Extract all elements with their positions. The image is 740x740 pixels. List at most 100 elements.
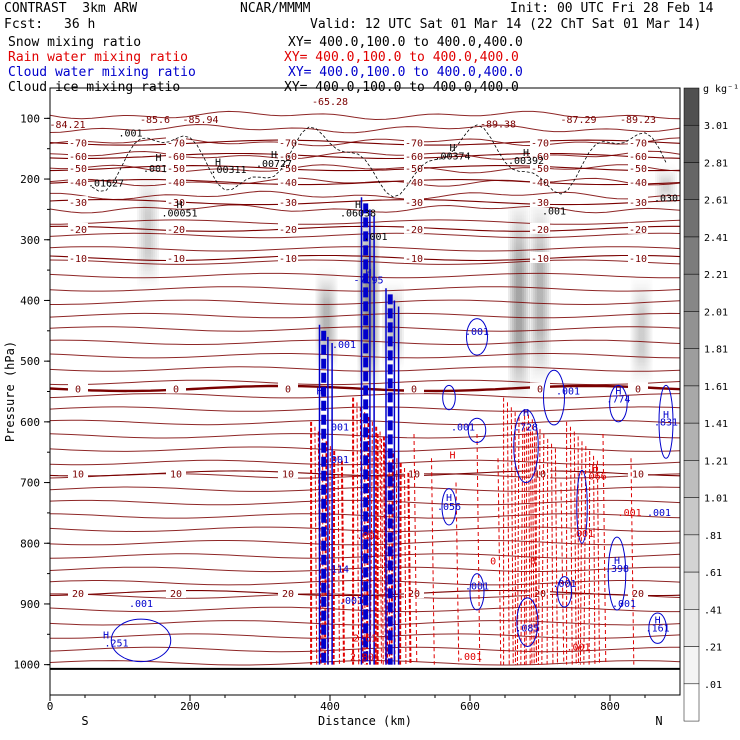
contour-label: -20 — [629, 225, 647, 236]
value-label: .001 — [339, 596, 363, 607]
contour-label: 10 — [72, 469, 84, 480]
colorbar-swatch — [683, 273, 700, 312]
isotherm-labeled — [49, 179, 681, 186]
colorbar-label: 1.61 — [704, 382, 728, 393]
contour-label-bg — [530, 251, 550, 263]
value-label: .00392 — [508, 156, 544, 167]
high-marker: H — [655, 615, 661, 626]
contour-label: -30 — [69, 198, 87, 209]
x-tick-label: 600 — [460, 700, 480, 713]
cloud-water-cell — [648, 612, 667, 644]
value-label: .001 — [325, 455, 349, 466]
x-tick-label: 0 — [47, 700, 54, 713]
x-tick-label: 200 — [180, 700, 200, 713]
rain-contour — [404, 467, 407, 665]
colorbar-swatch — [683, 236, 700, 275]
high-marker: H — [449, 450, 455, 461]
rain-contour — [546, 438, 549, 665]
temperature-contour-layer: -70 -70 -70 -70 -70 -70-60 -60 -60 -60 -60 -60-50-… — [49, 110, 681, 670]
rain-contour — [506, 402, 510, 665]
contour-label-bg — [278, 196, 298, 208]
contour-label-bg — [278, 222, 298, 234]
contour-label-bg — [278, 149, 298, 161]
value-label: .001 — [143, 164, 167, 175]
value-label: .001 — [451, 422, 475, 433]
contour-label-bg — [68, 222, 88, 234]
value-label: .001 — [570, 529, 594, 540]
colorbar-label: 1.41 — [704, 419, 728, 430]
high-marker: H — [355, 200, 361, 211]
contour-label: 20 — [534, 589, 546, 600]
x-axis-title: Distance (km) — [318, 714, 412, 728]
colorbar-swatch — [683, 571, 700, 610]
y-tick-label: 100 — [20, 112, 40, 125]
contour-label-bg — [68, 149, 88, 161]
cloud-water-cell — [576, 469, 588, 544]
north-label: N — [655, 714, 662, 728]
field-cloudwater-name: Cloud water mixing ratio — [8, 65, 196, 80]
contour-label: -20 — [167, 225, 185, 236]
contour-label: 0 — [537, 384, 543, 395]
contour-label-bg — [166, 149, 186, 161]
value-label: .001 — [118, 129, 142, 140]
cloud-water-cell — [442, 384, 456, 411]
value-label: -65.28 — [312, 97, 348, 108]
rain-contour — [569, 426, 573, 665]
y-tick-label: 400 — [20, 294, 40, 307]
contour-label-bg — [404, 162, 424, 174]
contour-label-bg — [404, 176, 424, 188]
contour-label: -70 — [69, 139, 87, 150]
high-marker: H — [446, 493, 452, 504]
cloud-ice-contour — [91, 124, 667, 198]
contour-label-bg — [628, 587, 648, 599]
contour-label-bg — [404, 251, 424, 263]
rain-contour — [533, 436, 537, 665]
contour-label: 0 — [635, 384, 641, 395]
value-label: .398 — [605, 564, 629, 575]
contour-label-bg — [166, 382, 186, 394]
contour-label: -50 — [167, 164, 185, 175]
rain-contour — [379, 431, 382, 665]
isotherm-labeled — [49, 199, 681, 206]
value-label: -85.94 — [182, 115, 218, 126]
contour-label: -30 — [531, 198, 549, 209]
contour-label: 10 — [170, 469, 182, 480]
colorbar-label: 1.81 — [704, 345, 728, 356]
snow-plume — [663, 177, 669, 194]
isotherm-line — [49, 379, 681, 386]
rain-contour — [327, 446, 331, 665]
contour-label-bg — [68, 467, 88, 479]
rain-contour — [520, 421, 524, 665]
isotherm-line — [49, 150, 681, 160]
contour-label: -60 — [167, 152, 185, 163]
high-marker: H — [523, 408, 529, 419]
rain-contour — [537, 429, 541, 665]
rain-contour — [407, 472, 412, 665]
field-snow-name: Snow mixing ratio — [8, 35, 142, 50]
colorbar-swatch — [683, 87, 700, 126]
cloud-water-cell — [469, 573, 485, 611]
value-label: -89.23 — [620, 115, 656, 126]
isotherm-line — [49, 312, 681, 319]
colorbar-label: .61 — [704, 568, 722, 579]
contour-label: -30 — [279, 198, 297, 209]
cloud-water-cell — [467, 417, 487, 443]
value-label: .001 — [356, 531, 380, 542]
colorbar-label: .81 — [704, 531, 722, 542]
contour-label-bg — [404, 136, 424, 148]
rain-contour — [530, 431, 533, 665]
value-label: -84.21 — [49, 120, 85, 131]
contour-label-bg — [628, 251, 648, 263]
contour-label-bg — [628, 149, 648, 161]
high-marker: H — [449, 143, 455, 154]
field-cloudwater-xy: XY= 400.0,100.0 to 400.0,400.0 — [288, 65, 523, 80]
value-label: -87.29 — [560, 115, 596, 126]
colorbar-swatch — [683, 124, 700, 163]
value-label: .030 — [654, 194, 678, 205]
high-marker: H — [365, 268, 371, 279]
x-tick-label: 400 — [320, 700, 340, 713]
colorbar-label: 3.01 — [704, 121, 728, 132]
contour-label-bg — [166, 587, 186, 599]
rain-contour — [394, 458, 398, 665]
contour-label-bg — [530, 587, 550, 599]
